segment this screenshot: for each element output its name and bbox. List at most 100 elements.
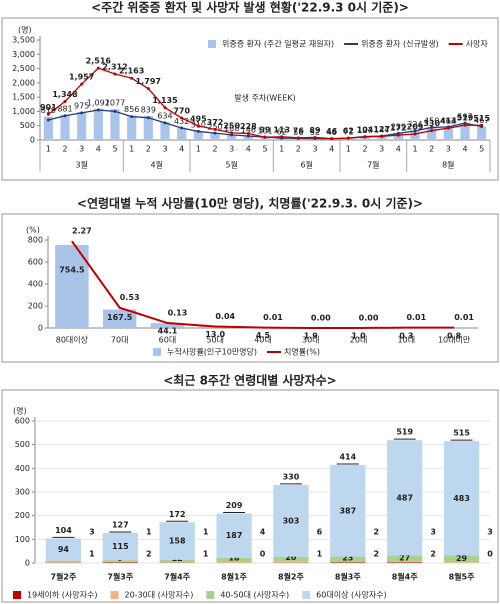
value-label: 0.04	[215, 312, 235, 321]
point	[246, 131, 250, 135]
bar-segment	[159, 522, 195, 560]
value-label: 3	[430, 528, 436, 537]
y-tick-label: 500	[20, 121, 35, 130]
x-tick-label: 2	[212, 145, 217, 154]
legend-label: 치명률(%)	[284, 347, 320, 357]
bar-segment	[387, 440, 423, 556]
value-label: 1,797	[136, 77, 161, 86]
value-label: 414	[440, 117, 457, 126]
value-label: 463	[441, 116, 456, 125]
value-label: 881	[57, 104, 72, 113]
chart-title: <주간 위중증 환자 및 사망자 발생 현황('22.9.3 0시 기준)>	[91, 0, 409, 15]
value-label: 856	[124, 105, 139, 114]
group-label: 7월	[367, 160, 379, 170]
value-label: 46	[326, 127, 338, 136]
value-label: 2,163	[119, 67, 144, 76]
group-label: 8월	[442, 160, 454, 170]
total-label: 515	[453, 429, 470, 438]
point	[96, 66, 100, 70]
x-tick-label: 30대	[302, 336, 320, 345]
value-label: 0.3	[399, 331, 413, 340]
x-tick-label: 5	[262, 145, 267, 154]
y-unit: (명)	[18, 25, 32, 35]
x-tick-label: 4	[396, 145, 401, 154]
bar-segment	[273, 484, 309, 557]
x-tick-label: 3	[379, 145, 384, 154]
y-tick-label: 300	[15, 488, 30, 497]
value-label: 487	[396, 493, 413, 502]
value-label: 104	[357, 126, 374, 135]
legend-label: 사망자	[466, 39, 489, 49]
x-tick-label: 1	[346, 145, 351, 154]
value-label: 1	[203, 528, 209, 537]
point	[213, 127, 217, 131]
legend-label: 위중증 환자 (신규발생)	[361, 39, 439, 49]
value-label: 1.9	[304, 331, 319, 340]
point	[113, 109, 117, 113]
value-label: 2,312	[102, 62, 127, 71]
x-tick-label: 4	[246, 145, 251, 154]
value-label: 209	[407, 123, 424, 132]
y-tick-label: 2,500	[12, 64, 35, 73]
value-label: 20	[285, 553, 297, 562]
point	[63, 114, 67, 118]
x-tick-label: 1	[46, 145, 51, 154]
bar-segment	[102, 532, 138, 561]
panel-frame	[1, 17, 499, 181]
point	[430, 125, 434, 129]
point	[113, 72, 117, 76]
point	[346, 136, 350, 140]
point	[446, 126, 450, 130]
bar	[393, 133, 403, 140]
bar	[77, 112, 87, 140]
value-label: 819	[41, 106, 56, 115]
x-tick-label: 60대	[159, 336, 177, 345]
point	[80, 82, 84, 86]
x-tick-label: 5	[479, 145, 484, 154]
bar	[443, 126, 453, 140]
value-label: 1.0	[351, 331, 366, 340]
y-tick-label: 400	[28, 280, 43, 289]
bar	[243, 135, 253, 140]
value-label: 48	[327, 128, 337, 137]
legend-label: 19세이하 (사망자수)	[27, 590, 97, 600]
bar-segment	[387, 555, 423, 562]
bar	[110, 109, 120, 140]
value-label: 62	[277, 128, 287, 137]
y-tick-label: 800	[28, 236, 43, 245]
value-label: 0.01	[454, 313, 474, 322]
x-tick-label: 7월2주	[51, 572, 77, 582]
value-label: 52	[310, 128, 320, 137]
point	[163, 106, 167, 110]
point	[130, 76, 134, 80]
point	[63, 99, 67, 103]
bar-segment	[216, 562, 252, 563]
point	[280, 135, 284, 139]
y-tick-label: 1,500	[12, 93, 35, 102]
point	[413, 132, 417, 136]
point	[180, 126, 184, 130]
x-tick-label: 8월4주	[392, 572, 418, 582]
value-label: 2	[373, 550, 379, 559]
value-label: 324	[407, 120, 422, 129]
point	[46, 112, 50, 116]
value-label: 113	[273, 125, 290, 134]
x-tick-label: 8월1주	[221, 572, 247, 582]
point	[296, 136, 300, 140]
point	[246, 134, 250, 138]
bar	[102, 309, 137, 328]
legend-swatch	[302, 591, 311, 599]
bar	[193, 131, 203, 140]
value-label: 4	[260, 528, 266, 537]
value-label: 228	[240, 122, 257, 131]
point	[380, 134, 384, 138]
value-label: 975	[74, 102, 89, 111]
x-tick-label: 3	[312, 145, 317, 154]
point	[463, 123, 467, 127]
value-label: 144	[374, 125, 389, 134]
value-label: 0	[487, 550, 493, 559]
value-label: 2	[146, 550, 152, 559]
value-label: 3	[487, 528, 493, 537]
value-label: 239	[391, 123, 406, 132]
value-label: 839	[141, 106, 156, 115]
